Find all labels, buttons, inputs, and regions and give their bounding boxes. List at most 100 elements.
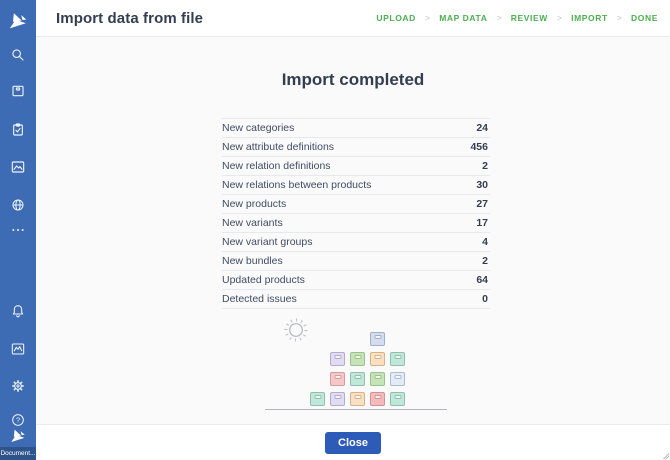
storage-box [390, 392, 405, 406]
box-handle-slot [334, 355, 341, 359]
globe-icon [12, 199, 24, 211]
stat-value: 2 [482, 255, 488, 267]
table-row: New categories 24 [222, 119, 490, 138]
stat-value: 30 [476, 179, 488, 191]
step-separator-icon: > [616, 13, 623, 23]
gear-icon [12, 380, 24, 392]
storage-box [370, 352, 385, 366]
main-content: Import completed New categories 24 New att… [36, 37, 670, 425]
stat-label: New bundles [222, 255, 283, 267]
sidebar-item-tasks[interactable] [0, 122, 36, 138]
table-row: New relations between products 30 [222, 176, 490, 195]
activity-chart-icon [11, 343, 25, 355]
clipboard-check-icon [13, 123, 23, 136]
svg-text:?: ? [16, 416, 20, 425]
boxes-illustration [255, 310, 455, 415]
table-row: New bundles 2 [222, 252, 490, 271]
wizard-step-import[interactable]: IMPORT [571, 13, 608, 23]
sidebar-item-analytics[interactable] [0, 341, 36, 357]
box-handle-slot [314, 395, 321, 399]
table-row: New products 27 [222, 195, 490, 214]
wizard-step-done[interactable]: DONE [631, 13, 658, 23]
resize-grip-icon[interactable] [662, 452, 669, 459]
more-dots-icon [12, 229, 24, 231]
page-header: Import data from file UPLOAD > MAP DATA … [36, 0, 670, 37]
stat-label: New relations between products [222, 179, 372, 191]
import-summary-table: New categories 24 New attribute definition… [222, 118, 490, 309]
stat-label: New variant groups [222, 236, 313, 248]
table-row: Detected issues 0 [222, 290, 490, 309]
storage-box [370, 392, 385, 406]
logo-icon [11, 429, 25, 442]
storage-box [350, 372, 365, 386]
stat-label: New variants [222, 217, 283, 229]
box-handle-slot [334, 395, 341, 399]
stat-label: New relation definitions [222, 160, 331, 172]
step-separator-icon: > [496, 13, 502, 23]
wizard-step-upload[interactable]: UPLOAD [376, 13, 416, 23]
search-icon [12, 49, 24, 61]
sidebar-item-products[interactable] [0, 83, 36, 99]
storage-box [310, 392, 325, 406]
help-icon: ? [12, 414, 24, 426]
stat-value: 64 [476, 274, 488, 286]
wizard-breadcrumb: UPLOAD > MAP DATA > REVIEW > IMPORT > DO… [376, 13, 658, 23]
stat-value: 2 [482, 160, 488, 172]
storage-box [370, 332, 385, 346]
documentation-strip[interactable]: Document... [0, 447, 36, 460]
sidebar-item-search[interactable] [0, 47, 36, 63]
close-button[interactable]: Close [325, 431, 381, 454]
step-separator-icon: > [424, 13, 431, 23]
image-icon [11, 161, 25, 173]
sun-icon [284, 318, 308, 342]
box-handle-slot [374, 395, 381, 399]
storage-box [330, 352, 345, 366]
footer-bar: Close [36, 424, 670, 460]
box-handle-slot [394, 355, 401, 359]
storage-box [350, 392, 365, 406]
sidebar-item-more[interactable] [0, 224, 36, 236]
stat-label: Detected issues [222, 293, 297, 305]
sidebar-item-media[interactable] [0, 159, 36, 175]
sidebar-item-help[interactable]: ? [0, 412, 36, 428]
stat-value: 4 [482, 236, 488, 248]
ground-line [265, 409, 447, 410]
storage-box [330, 392, 345, 406]
stat-label: New products [222, 198, 287, 210]
wizard-step-map-data[interactable]: MAP DATA [439, 13, 488, 23]
stat-label: New categories [222, 122, 295, 134]
sidebar-item-globe[interactable] [0, 197, 36, 213]
sidebar: ? Document... [0, 0, 36, 460]
storage-box-icon [12, 85, 24, 97]
box-handle-slot [354, 355, 361, 359]
box-handle-slot [354, 375, 361, 379]
storage-box [330, 372, 345, 386]
page-title: Import data from file [56, 9, 204, 27]
stat-label: Updated products [222, 274, 305, 286]
box-handle-slot [354, 395, 361, 399]
table-row: New relation definitions 2 [222, 157, 490, 176]
box-handle-slot [394, 395, 401, 399]
stat-label: New attribute definitions [222, 141, 335, 153]
wizard-step-review[interactable]: REVIEW [510, 13, 548, 23]
stat-value: 24 [476, 122, 488, 134]
stat-value: 456 [470, 141, 488, 153]
stat-value: 17 [476, 217, 488, 229]
storage-box [350, 352, 365, 366]
table-row: Updated products 64 [222, 271, 490, 290]
app-logo-icon[interactable] [0, 9, 36, 33]
storage-box [390, 372, 405, 386]
sidebar-item-notifications[interactable] [0, 303, 36, 319]
sidebar-item-documentation[interactable] [0, 427, 36, 445]
table-row: New attribute definitions 456 [222, 138, 490, 157]
sidebar-item-settings[interactable] [0, 378, 36, 394]
storage-box [370, 372, 385, 386]
bell-icon [12, 305, 24, 318]
stat-value: 27 [476, 198, 488, 210]
box-handle-slot [334, 375, 341, 379]
documentation-label: Document... [0, 450, 36, 457]
box-handle-slot [374, 335, 381, 339]
box-handle-slot [394, 375, 401, 379]
import-completed-heading: Import completed [281, 70, 425, 89]
